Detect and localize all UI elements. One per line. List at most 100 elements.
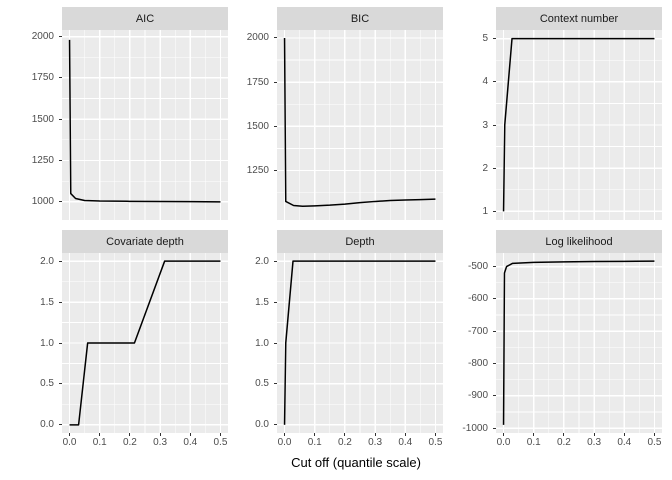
- y-tick-label: 1: [482, 205, 488, 217]
- x-axis: 0.0 0.1 0.2 0.3 0.4 0.5: [277, 433, 443, 449]
- facet-depth: Depth 2.0 1.5 1.0 0.5 0.0 0.0 0.1 0.2 0.3 0.4 0.5: [228, 230, 443, 449]
- panel-svg: [62, 30, 228, 220]
- y-axis: 5 4 3 2 1: [443, 30, 496, 220]
- x-tick-mark: [159, 433, 161, 436]
- series-line: [68, 39, 221, 203]
- series-line: [283, 260, 436, 425]
- plot-row: 2.0 1.5 1.0 0.5 0.0: [228, 253, 443, 433]
- facet-title: Depth: [345, 235, 375, 248]
- panel-svg: [496, 30, 662, 220]
- y-tick-mark: [274, 81, 277, 83]
- y-tick-mark: [59, 260, 62, 262]
- facet-strip-row: Covariate depth: [0, 230, 228, 253]
- y-tick-mark: [493, 38, 496, 40]
- y-tick-mark: [59, 118, 62, 120]
- x-tick-label: 0.0: [277, 437, 292, 448]
- facet-strip: Context number: [496, 7, 662, 30]
- y-tick-label: 0.5: [40, 378, 54, 390]
- x-tick-mark: [189, 433, 191, 436]
- x-axis-row: 0.0 0.1 0.2 0.3 0.4 0.5: [0, 433, 228, 449]
- y-tick-label: 1250: [246, 165, 269, 176]
- y-axis: 2000 1750 1500 1250 1000: [0, 30, 62, 220]
- x-axis: 0.0 0.1 0.2 0.3 0.4 0.5: [496, 433, 662, 449]
- y-tick-label: 0.0: [255, 419, 269, 431]
- x-tick-mark: [219, 433, 221, 436]
- x-axis-row: 0.0 0.1 0.2 0.3 0.4 0.5: [443, 433, 662, 449]
- y-tick-label: 1.5: [255, 296, 269, 308]
- y-tick-mark: [59, 160, 62, 162]
- y-tick-label: -900: [467, 390, 488, 402]
- y-tick-mark: [493, 266, 496, 268]
- x-tick-label: 0.2: [122, 437, 137, 448]
- plot-panel: [496, 30, 662, 220]
- x-tick-mark: [503, 433, 505, 436]
- x-tick-mark: [623, 433, 625, 436]
- panel-svg: [277, 30, 443, 220]
- x-tick-label: 0.3: [368, 437, 383, 448]
- y-tick-mark: [59, 342, 62, 344]
- facet-title: Context number: [539, 12, 619, 25]
- facet-strip-row: Depth: [228, 230, 443, 253]
- y-tick-mark: [274, 125, 277, 127]
- panel-svg: [496, 253, 662, 433]
- x-tick-mark: [563, 433, 565, 436]
- y-tick-label: -600: [467, 293, 488, 305]
- y-tick-mark: [493, 298, 496, 300]
- plot-panel: [62, 253, 228, 433]
- facet-title: AIC: [135, 12, 155, 25]
- x-tick-label: 0.4: [183, 437, 198, 448]
- x-tick-label: 0.3: [153, 437, 168, 448]
- x-tick-mark: [69, 433, 71, 436]
- y-tick-label: -800: [467, 358, 488, 370]
- y-tick-label: 3: [482, 119, 488, 131]
- plot-row: 2000 1750 1500 1250: [228, 30, 443, 220]
- y-axis: 2000 1750 1500 1250: [228, 30, 277, 220]
- x-tick-label: 0.2: [556, 437, 571, 448]
- x-tick-label: 0.0: [496, 437, 511, 448]
- facet-strip-row: Context number: [443, 7, 662, 30]
- y-tick-mark: [59, 36, 62, 38]
- y-tick-mark: [274, 424, 277, 426]
- y-tick-label: 1.5: [40, 296, 54, 308]
- x-tick-mark: [344, 433, 346, 436]
- x-tick-label: 0.1: [307, 437, 322, 448]
- y-tick-label: 1000: [31, 196, 54, 208]
- y-tick-label: 1750: [31, 72, 54, 84]
- y-tick-mark: [493, 124, 496, 126]
- x-tick-mark: [533, 433, 535, 436]
- y-tick-label: 1750: [246, 76, 269, 88]
- facet-strip: AIC: [62, 7, 228, 30]
- y-axis: 2.0 1.5 1.0 0.5 0.0: [228, 253, 277, 433]
- x-tick-mark: [374, 433, 376, 436]
- x-axis-row: 0.0 0.1 0.2 0.3 0.4 0.5: [228, 433, 443, 449]
- facet-title: BIC: [350, 12, 370, 25]
- series-line: [69, 260, 221, 426]
- y-tick-mark: [493, 167, 496, 169]
- x-tick-label: 0.5: [647, 437, 662, 448]
- y-axis: 2.0 1.5 1.0 0.5 0.0: [0, 253, 62, 433]
- x-tick-label: 0.2: [337, 437, 352, 448]
- plot-row: -500 -600 -700 -800 -900 -1000: [443, 253, 662, 434]
- x-tick-mark: [99, 433, 101, 436]
- y-tick-mark: [274, 342, 277, 344]
- y-tick-label: -500: [467, 261, 488, 273]
- y-tick-mark: [59, 383, 62, 385]
- y-tick-label: 1500: [246, 120, 269, 132]
- y-tick-label: 2: [482, 162, 488, 174]
- facet-strip: Covariate depth: [62, 230, 228, 253]
- y-tick-mark: [274, 260, 277, 262]
- y-tick-mark: [493, 81, 496, 83]
- y-tick-label: 1250: [31, 155, 54, 167]
- x-tick-mark: [284, 433, 286, 436]
- facet-covariate-depth: Covariate depth 2.0 1.5 1.0 0.5 0.0 0.0 0.1 0.…: [0, 230, 228, 449]
- y-tick-mark: [274, 170, 277, 171]
- y-tick-mark: [59, 424, 62, 426]
- plot-panel: [277, 30, 443, 220]
- facet-strip: Log likelihood: [496, 230, 662, 253]
- facet-row-bottom: Covariate depth 2.0 1.5 1.0 0.5 0.0 0.0 0.1 0.…: [0, 230, 672, 449]
- y-tick-mark: [59, 201, 62, 203]
- y-tick-mark: [59, 301, 62, 303]
- series-line: [283, 37, 436, 207]
- y-axis: -500 -600 -700 -800 -900 -1000: [443, 253, 496, 434]
